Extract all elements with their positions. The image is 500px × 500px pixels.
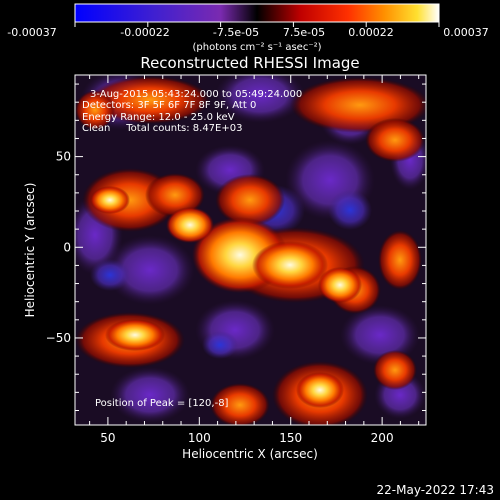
x-tick-label: 150 — [279, 431, 302, 445]
y-axis: 50 0 −50 — [46, 83, 426, 411]
chart-title: Reconstructed RHESSI Image — [140, 54, 359, 72]
emission-sources — [75, 76, 426, 425]
peak-position-label: Position of Peak = [120,-8] — [95, 398, 229, 409]
annotation-counts: Clean Total counts: 8.47E+03 — [82, 123, 242, 134]
x-tick-label: 50 — [100, 431, 115, 445]
colorbar-tick-label: 0.00022 — [348, 26, 394, 39]
annotation-detectors: Detectors: 3F 5F 6F 7F 8F 9F, Att 0 — [82, 100, 256, 111]
colorbar-frame — [74, 3, 440, 23]
colorbar-tick-label: 0.00037 — [443, 26, 489, 39]
y-tick-label: 50 — [56, 150, 71, 164]
x-tick-label: 200 — [371, 431, 394, 445]
colorbar-tick-label: -0.00022 — [120, 26, 169, 39]
y-axis-label: Heliocentric Y (arcsec) — [23, 183, 37, 318]
x-axis-label: Heliocentric X (arcsec) — [182, 447, 318, 461]
colorbar-gradient — [75, 4, 439, 22]
y-tick-label: 0 — [63, 240, 71, 254]
y-tick-label: −50 — [46, 331, 71, 345]
annotation-time-range: 3-Aug-2015 05:43:24.000 to 05:49:24.000 — [90, 89, 302, 100]
annotation-energy-range: Energy Range: 12.0 - 25.0 keV — [82, 112, 235, 123]
x-tick-label: 100 — [188, 431, 211, 445]
colorbar-unit-label: (photons cm⁻² s⁻¹ asec⁻²) — [192, 42, 321, 53]
heatmap-image — [75, 75, 426, 425]
timestamp: 22-May-2022 17:43 — [377, 483, 494, 497]
x-axis: 50 100 150 200 — [89, 75, 420, 445]
colorbar-tick-label: 7.5e-05 — [283, 26, 325, 39]
colorbar-tick-label: -7.5e-05 — [213, 26, 259, 39]
colorbar-tick-label: -0.00037 — [7, 26, 56, 39]
plot-frame — [74, 74, 427, 426]
colorbar: -0.00037 -0.00022 -7.5e-05 7.5e-05 0.000… — [7, 3, 489, 53]
